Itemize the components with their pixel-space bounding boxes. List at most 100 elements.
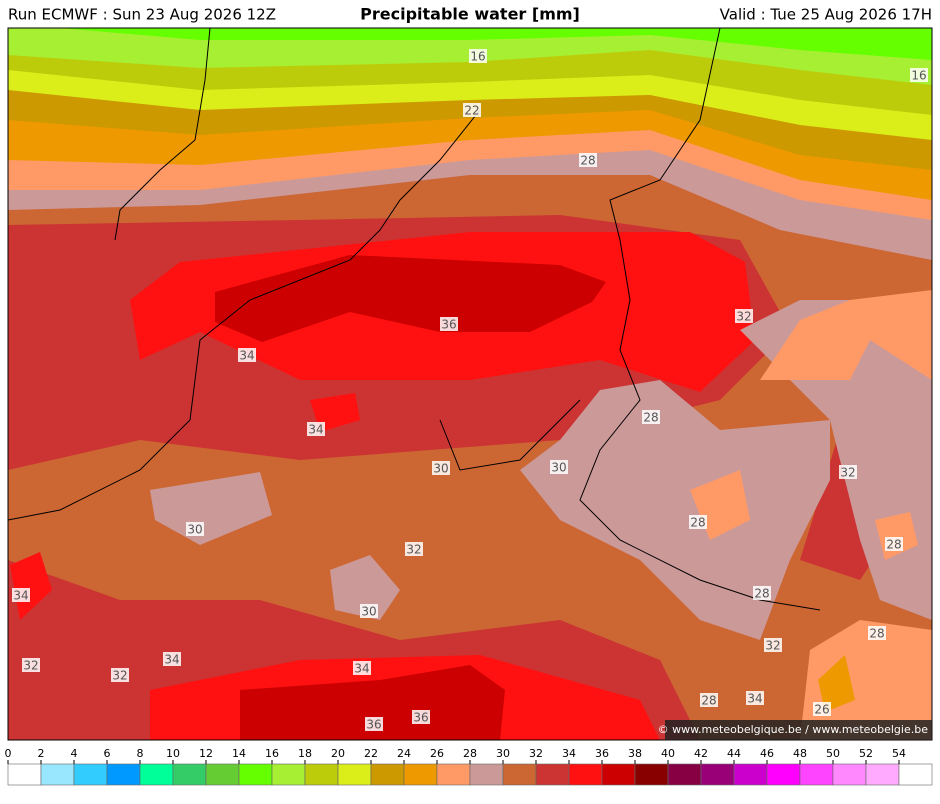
contour-label-bg bbox=[111, 668, 129, 682]
colorbar-swatch bbox=[370, 763, 405, 786]
colorbar-swatch bbox=[238, 763, 273, 786]
colorbar-swatch bbox=[139, 763, 174, 786]
contour-label: 34 bbox=[164, 653, 179, 667]
contour-label-bg bbox=[910, 68, 928, 82]
contour-label-bg bbox=[550, 460, 568, 474]
colorbar-label: 4 bbox=[71, 747, 78, 760]
contour-label: 28 bbox=[580, 154, 595, 168]
contour-label-bg bbox=[405, 542, 423, 556]
contour-label: 28 bbox=[869, 627, 884, 641]
colorbar-label: 30 bbox=[496, 747, 510, 760]
colorbar-label: 48 bbox=[793, 747, 807, 760]
colorbar-label: 22 bbox=[364, 747, 378, 760]
contour-label-bg bbox=[307, 422, 325, 436]
contour-label: 32 bbox=[736, 310, 751, 324]
contour-label: 22 bbox=[464, 104, 479, 118]
colorbar: 0 2 4 6 8 10 12 14 16 18 20 22 24 26 28 30 32 34 36 38 40 42 4… bbox=[5, 747, 933, 786]
contour-label-bg bbox=[186, 522, 204, 536]
colorbar-label: 16 bbox=[265, 747, 279, 760]
contour-label: 34 bbox=[308, 423, 323, 437]
colorbar-swatch bbox=[535, 763, 570, 786]
colorbar-label: 6 bbox=[104, 747, 111, 760]
contour-label: 30 bbox=[361, 605, 376, 619]
colorbar-swatch bbox=[337, 763, 372, 786]
colorbar-swatch bbox=[271, 763, 306, 786]
colorbar-label: 18 bbox=[298, 747, 312, 760]
contour-label: 32 bbox=[840, 466, 855, 480]
contour-label: 30 bbox=[551, 461, 566, 475]
colorbar-swatch bbox=[898, 763, 933, 786]
run-info: Run ECMWF : Sun 23 Aug 2026 12Z bbox=[8, 6, 276, 24]
contour-label: 28 bbox=[886, 538, 901, 552]
colorbar-label: 32 bbox=[529, 747, 543, 760]
map bbox=[8, 28, 932, 740]
contour-label: 32 bbox=[23, 659, 38, 673]
colorbar-label: 8 bbox=[137, 747, 144, 760]
contour-label-bg bbox=[360, 604, 378, 618]
colorbar-swatch bbox=[832, 763, 867, 786]
contour-label-bg bbox=[753, 586, 771, 600]
contour-label: 28 bbox=[754, 587, 769, 601]
valid-info: Valid : Tue 25 Aug 2026 17H bbox=[720, 6, 932, 24]
colorbar-swatch bbox=[601, 763, 636, 786]
colorbar-label: 24 bbox=[397, 747, 411, 760]
contour-label: 32 bbox=[112, 669, 127, 683]
contour-label-bg bbox=[22, 658, 40, 672]
colorbar-swatch bbox=[667, 763, 702, 786]
contour-label-bg bbox=[746, 691, 764, 705]
colorbar-swatch bbox=[106, 763, 141, 786]
contour-label: 26 bbox=[814, 703, 829, 717]
contour-label: 28 bbox=[643, 411, 658, 425]
colorbar-swatch bbox=[766, 763, 801, 786]
colorbar-label: 46 bbox=[760, 747, 774, 760]
contour-label-bg bbox=[365, 717, 383, 731]
contour-label-bg bbox=[412, 710, 430, 724]
colorbar-swatch bbox=[40, 763, 75, 786]
contour-label-bg bbox=[432, 461, 450, 475]
colorbar-label: 44 bbox=[727, 747, 741, 760]
contour-label: 34 bbox=[747, 692, 762, 706]
contour-label-bg bbox=[579, 153, 597, 167]
contour-label: 32 bbox=[406, 543, 421, 557]
colorbar-swatch bbox=[73, 763, 108, 786]
colorbar-swatch bbox=[7, 763, 42, 786]
contour-label-bg bbox=[353, 661, 371, 675]
contour-label: 36 bbox=[366, 718, 381, 732]
contour-label: 28 bbox=[690, 516, 705, 530]
colorbar-label: 0 bbox=[5, 747, 12, 760]
contour-label: 34 bbox=[13, 589, 28, 603]
contour-label: 28 bbox=[701, 694, 716, 708]
contour-label-bg bbox=[735, 309, 753, 323]
contour-label: 36 bbox=[441, 318, 456, 332]
colorbar-label: 26 bbox=[430, 747, 444, 760]
contour-label-bg bbox=[764, 638, 782, 652]
contour-label-bg bbox=[868, 626, 886, 640]
colorbar-label: 20 bbox=[331, 747, 345, 760]
contour-label: 30 bbox=[187, 523, 202, 537]
colorbar-label: 12 bbox=[199, 747, 213, 760]
contour-label-bg bbox=[839, 465, 857, 479]
colorbar-label: 2 bbox=[38, 747, 45, 760]
colorbar-label: 36 bbox=[595, 747, 609, 760]
contour-label: 34 bbox=[354, 662, 369, 676]
contour-label: 30 bbox=[433, 462, 448, 476]
colorbar-swatch bbox=[799, 763, 834, 786]
contour-label-bg bbox=[813, 702, 831, 716]
colorbar-label: 38 bbox=[628, 747, 642, 760]
contour-label: 32 bbox=[765, 639, 780, 653]
colorbar-swatch bbox=[304, 763, 339, 786]
title: Precipitable water [mm] bbox=[360, 5, 580, 24]
colorbar-swatch bbox=[634, 763, 669, 786]
colorbar-label: 42 bbox=[694, 747, 708, 760]
contour-label: 36 bbox=[413, 711, 428, 725]
copyright: © www.meteobelgique.be / www.meteobelgie… bbox=[658, 723, 929, 736]
colorbar-label: 52 bbox=[859, 747, 873, 760]
contour-label: 16 bbox=[911, 69, 926, 83]
colorbar-swatch bbox=[436, 763, 471, 786]
colorbar-label: 40 bbox=[661, 747, 675, 760]
colorbar-swatch bbox=[469, 763, 504, 786]
colorbar-label: 34 bbox=[562, 747, 576, 760]
colorbar-swatch bbox=[865, 763, 900, 786]
colorbar-label: 54 bbox=[892, 747, 906, 760]
